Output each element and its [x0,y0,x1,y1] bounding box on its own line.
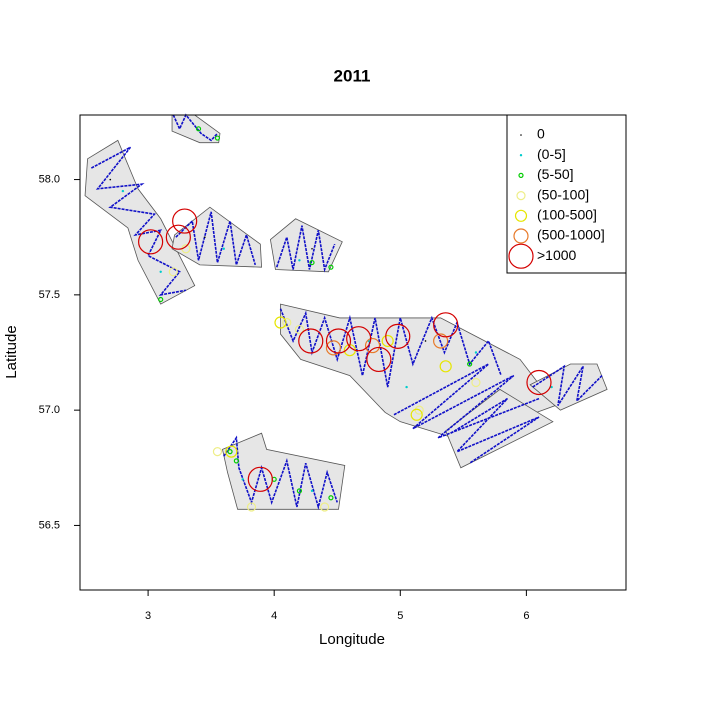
survey-area [84,139,196,305]
point [233,458,239,464]
survey-track [175,211,257,266]
plot-frame [79,114,627,591]
legend-label: >1000 [537,247,577,263]
point [385,323,411,349]
point [227,449,233,455]
point [212,447,223,457]
y-tick-label: 58.0 [39,173,60,185]
point [195,126,202,132]
point [433,312,459,338]
survey-area [171,206,263,268]
point [159,270,162,273]
point [311,247,313,250]
point [325,340,342,356]
legend-label: (0-5] [537,146,566,162]
legend-box [506,114,627,274]
legend-label: (500-1000] [537,227,605,243]
point [247,466,273,492]
point [222,247,225,250]
point [246,502,257,512]
y-tick-label: 56.5 [39,519,60,531]
point [474,351,478,354]
survey-track [172,113,219,142]
point [433,333,449,349]
point [241,478,244,481]
point [467,361,473,367]
point [165,224,191,250]
y-tick-label: 57.5 [39,289,60,301]
legend: 0 (0-5] (5-50] (50-100] (100-500] (500-1000] >… [506,114,627,274]
point [172,208,198,234]
survey-track [223,435,338,511]
legend-symbol [513,228,529,244]
survey-track [275,225,336,273]
survey-area [269,218,343,273]
point [424,340,427,342]
chart-title: 2011 [334,66,371,85]
legend-symbol [516,191,526,201]
point [121,189,125,193]
survey-track [279,308,502,388]
point [414,405,424,415]
point [320,502,330,512]
point [405,385,408,389]
x-tick-label: 6 [523,610,529,622]
y-axis-label: Latitude [3,325,20,378]
point [346,326,372,352]
point [225,445,238,458]
point [325,328,352,354]
point [550,385,553,389]
point [158,296,164,303]
point [439,360,452,373]
legend-label: (100-500] [537,207,597,223]
point [296,488,303,494]
point [410,408,423,421]
legend-symbol [520,134,522,136]
point [309,259,315,266]
legend-symbol [519,154,523,157]
survey-track [532,364,603,406]
survey-track [90,146,187,297]
survey-track [450,397,540,464]
point [328,264,334,270]
point [138,229,164,255]
point [471,377,481,388]
legend-label: (5-50] [537,166,574,182]
x-axis-label: Longitude [319,631,385,648]
point [366,346,392,373]
point [298,328,324,354]
legend-symbol [514,209,528,222]
point [294,324,305,335]
legend-label: (50-100] [537,186,589,202]
point [204,236,206,239]
point [109,178,112,181]
point [298,259,301,262]
survey-area [445,388,554,469]
legend-symbol [518,172,524,178]
x-tick-label: 4 [271,610,277,622]
point [274,316,287,329]
point [364,337,381,354]
y-tick-label: 57.0 [39,404,60,416]
point [328,495,334,501]
point [168,267,178,277]
legend-label: 0 [537,126,545,142]
point [310,489,314,493]
point [214,135,221,141]
point [526,369,552,396]
legend-symbol [508,243,534,269]
plot-area [84,113,608,512]
x-tick-label: 3 [145,610,151,622]
point [282,317,292,328]
point [381,334,394,348]
x-tick-label: 5 [397,610,403,622]
